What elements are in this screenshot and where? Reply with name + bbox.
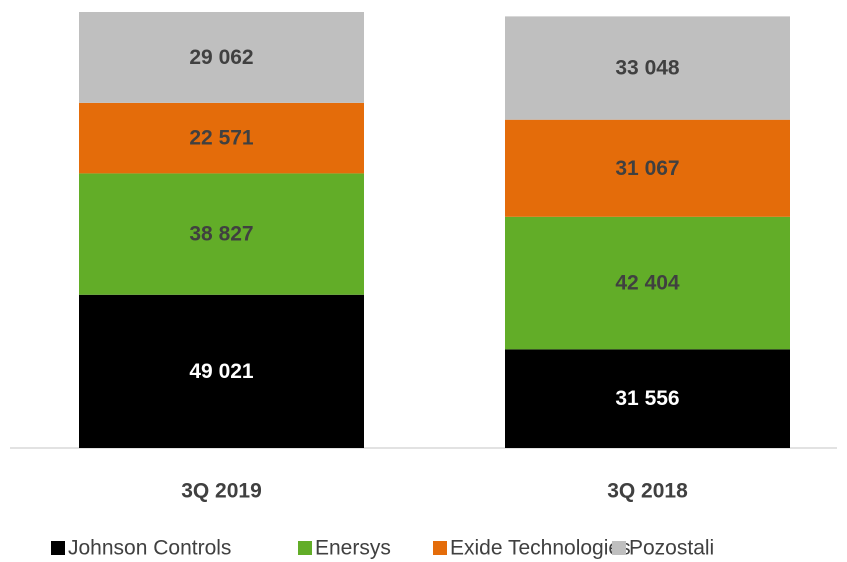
value-label: 49 021 xyxy=(189,360,254,383)
x-tick-label: 3Q 2019 xyxy=(181,480,262,503)
legend-label: Exide Technologies xyxy=(450,537,631,560)
legend-swatch xyxy=(298,541,312,555)
bar-segment xyxy=(505,216,790,350)
legend-label: Pozostali xyxy=(629,537,714,560)
value-label: 33 048 xyxy=(615,57,680,80)
bar-segment xyxy=(505,119,790,217)
x-tick-label: 3Q 2018 xyxy=(607,480,688,503)
legend-swatch xyxy=(433,541,447,555)
legend-label: Enersys xyxy=(315,537,391,560)
value-label: 38 827 xyxy=(189,223,253,246)
bar-segment xyxy=(505,16,790,120)
value-label: 42 404 xyxy=(615,272,680,295)
bar-segment xyxy=(79,294,364,448)
legend-swatch xyxy=(612,541,626,555)
value-label: 31 556 xyxy=(615,387,679,410)
value-label: 29 062 xyxy=(189,46,253,69)
legend-label: Johnson Controls xyxy=(68,537,231,560)
bar-segment xyxy=(79,102,364,174)
bar-segment xyxy=(79,12,364,103)
bar-segment xyxy=(505,349,790,448)
value-label: 31 067 xyxy=(615,157,679,180)
value-label: 22 571 xyxy=(189,127,254,150)
bar-segment xyxy=(79,173,364,295)
legend-swatch xyxy=(51,541,65,555)
